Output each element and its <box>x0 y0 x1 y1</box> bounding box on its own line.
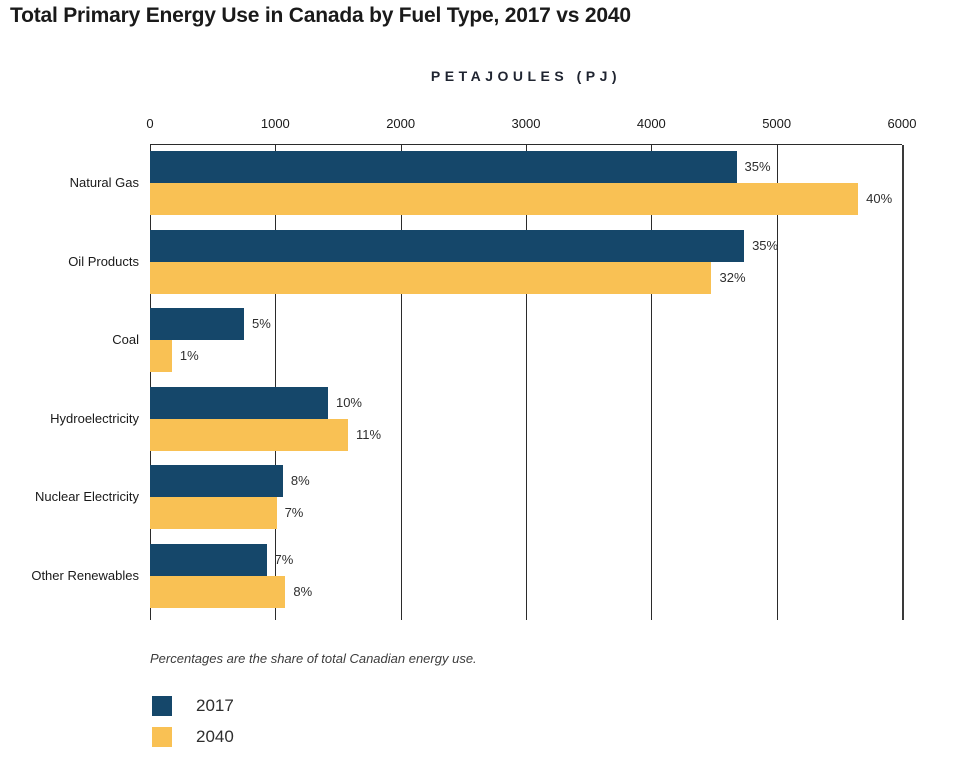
pct-label-2017-hydroelectricity: 10% <box>335 394 362 410</box>
bar-2040-nuclear-electricity <box>150 497 277 530</box>
x-axis-title: PETAJOULES (PJ) <box>430 68 622 84</box>
gridline-4000 <box>651 145 653 620</box>
gridline-2000 <box>400 145 402 620</box>
footnote: Percentages are the share of total Canad… <box>150 651 477 666</box>
gridline-6000 <box>902 145 904 620</box>
x-tick-label-4000: 4000 <box>636 116 666 131</box>
pct-label-2017-other-renewables: 7% <box>274 552 294 567</box>
pct-label-2017-coal: 5% <box>252 316 271 332</box>
bar-2040-hydroelectricity <box>150 418 349 451</box>
legend-item-2017: 2017 <box>152 696 234 716</box>
legend-item-2040: 2040 <box>152 727 234 747</box>
legend-label-2040: 2040 <box>196 727 234 746</box>
x-tick-label-0: 0 <box>146 116 154 131</box>
pct-label-2040-hydroelectricity: 11% <box>356 426 382 442</box>
category-label-coal: Coal <box>112 332 139 348</box>
gridline-1000 <box>275 145 277 620</box>
bar-2017-oil-products <box>150 229 745 262</box>
bar-2017-nuclear-electricity <box>150 465 283 498</box>
bar-2040-natural-gas <box>150 183 859 215</box>
pct-label-2017-natural-gas: 35% <box>744 159 771 174</box>
category-label-hydroelectricity: Hydroelectricity <box>50 410 139 426</box>
chart-title: Total Primary Energy Use in Canada by Fu… <box>10 4 631 27</box>
x-tick-label-1000: 1000 <box>260 116 290 131</box>
pct-label-2017-oil-products: 35% <box>752 237 779 253</box>
legend: 2017 2040 <box>152 696 234 758</box>
x-tick-label-3000: 3000 <box>511 116 541 131</box>
pct-label-2040-nuclear-electricity: 7% <box>284 505 304 521</box>
bar-2017-other-renewables <box>150 544 267 576</box>
bar-2017-natural-gas <box>150 151 737 183</box>
plot-area: 0 1000 2000 3000 4000 5000 6000 Natural Gas 35% 4… <box>31 116 916 620</box>
gridline-3000 <box>526 145 527 620</box>
category-label-nuclear-electricity: Nuclear Electricity <box>34 489 139 505</box>
x-tick-label-6000: 6000 <box>887 116 917 131</box>
pct-label-2040-other-renewables: 8% <box>293 584 313 599</box>
legend-swatch-2040-icon <box>152 727 172 747</box>
legend-label-2017: 2017 <box>196 696 234 715</box>
category-label-other-renewables: Other Renewables <box>31 568 139 583</box>
bar-2040-coal <box>150 340 172 373</box>
x-tick-label-2000: 2000 <box>386 116 416 131</box>
bar-2040-other-renewables <box>150 576 286 608</box>
pct-label-2040-coal: 1% <box>179 348 199 364</box>
bar-2017-hydroelectricity <box>150 386 328 419</box>
pct-label-2017-nuclear-electricity: 8% <box>290 473 310 489</box>
category-label-oil-products: Oil Products <box>68 253 139 269</box>
bar-2017-coal <box>150 308 244 341</box>
bar-2040-oil-products <box>150 261 712 294</box>
legend-swatch-2017-icon <box>152 696 172 716</box>
gridline-0 <box>150 145 151 620</box>
pct-label-2040-oil-products: 32% <box>719 269 746 285</box>
gridline-5000 <box>776 145 778 620</box>
category-label-natural-gas: Natural Gas <box>69 175 139 190</box>
pct-label-2040-natural-gas: 40% <box>866 191 893 206</box>
x-tick-label-5000: 5000 <box>762 116 792 131</box>
